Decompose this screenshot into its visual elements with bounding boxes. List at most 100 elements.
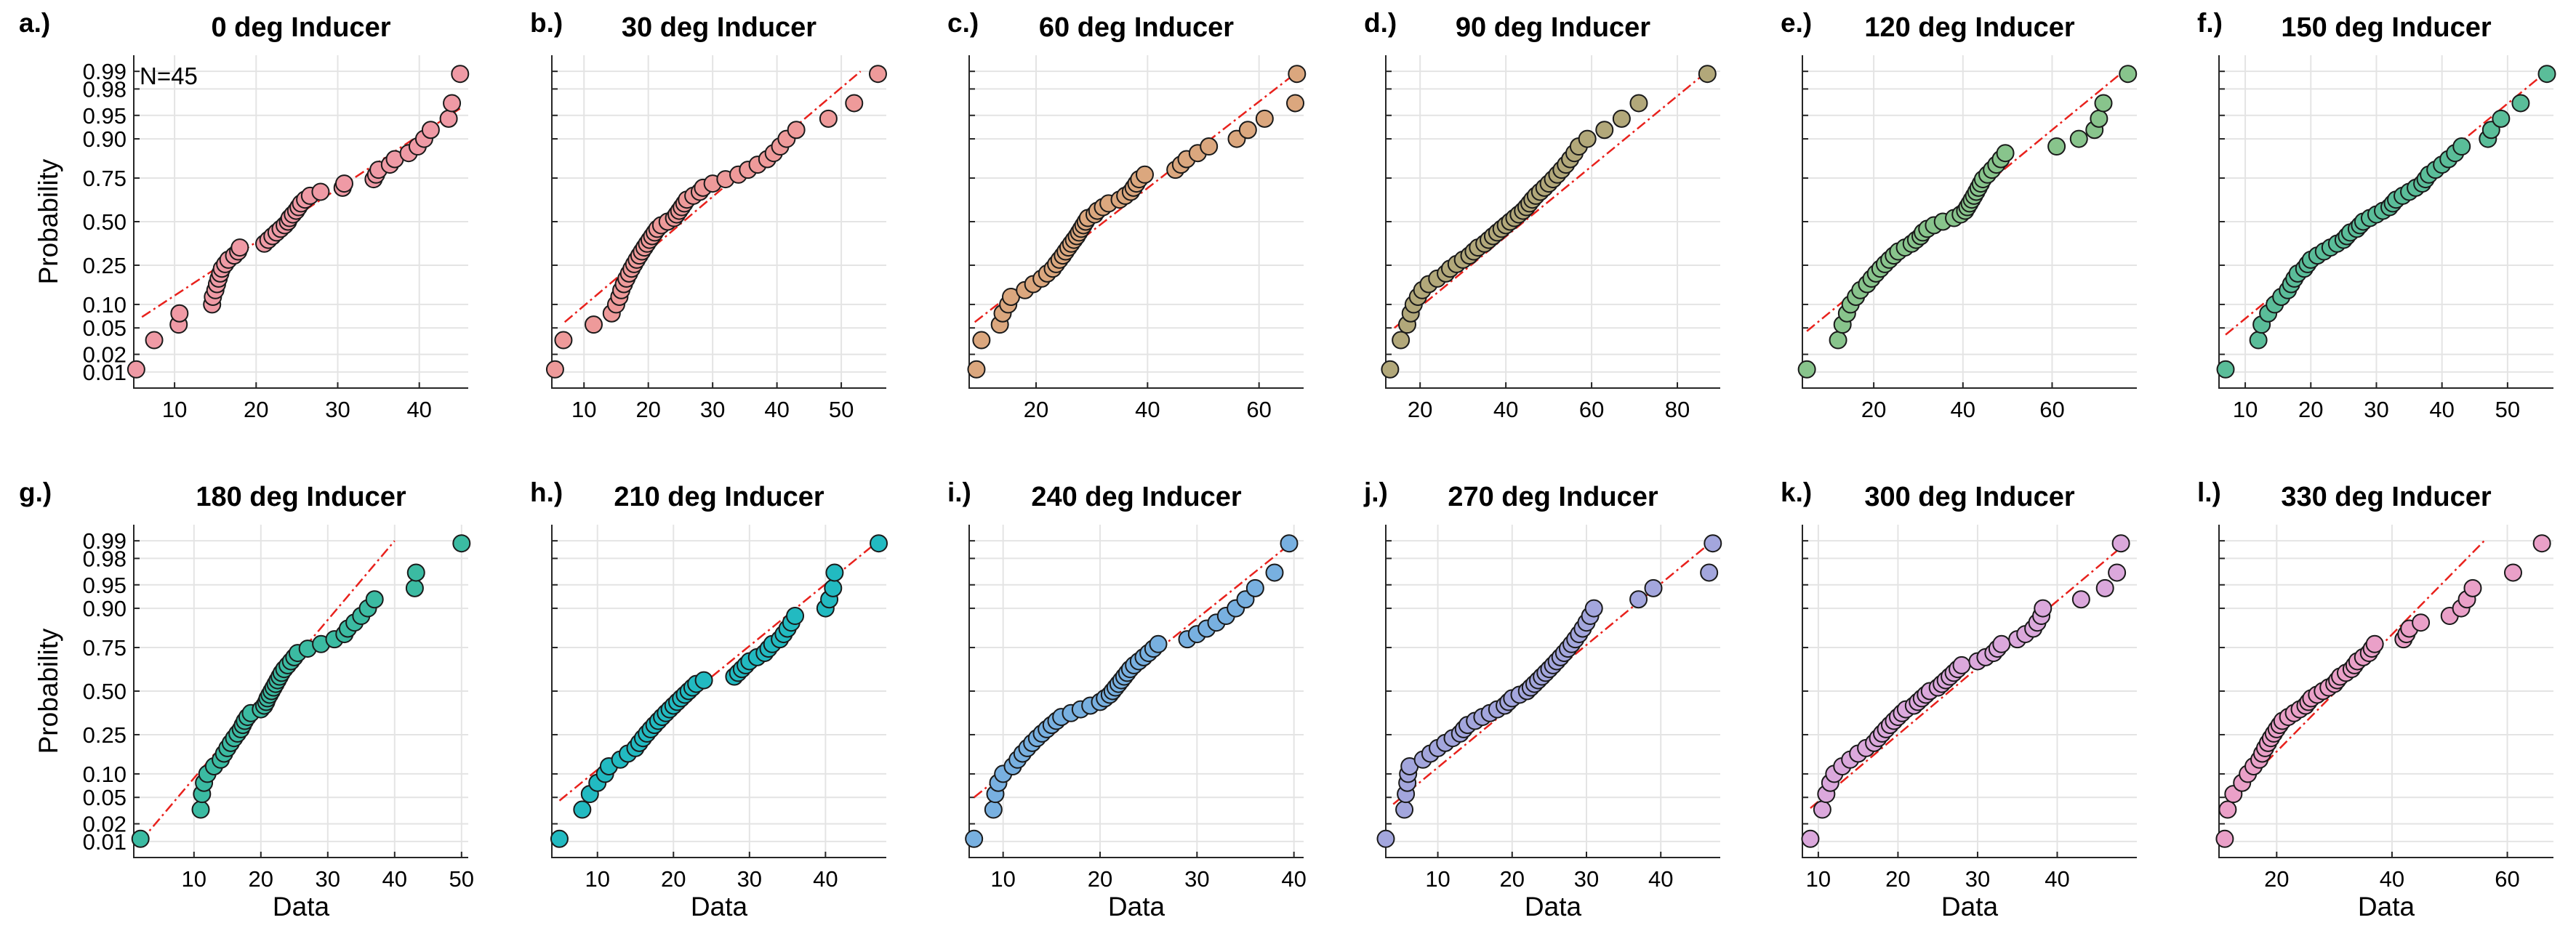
data-point <box>2090 109 2108 128</box>
panel-4: 20 40 60 80 90 deg Inducer d.) <box>1364 8 1720 422</box>
y-tick-label: 0.10 <box>83 292 127 318</box>
data-point <box>1704 534 1722 553</box>
x-tick-label: 30 <box>316 866 340 892</box>
data-point <box>2218 800 2237 819</box>
data-point <box>1700 563 1719 582</box>
y-tick-label: 0.50 <box>83 209 127 235</box>
data-point <box>1813 800 1831 819</box>
data-point <box>1286 94 1304 113</box>
data-point <box>869 65 887 84</box>
x-tick-label: 60 <box>1579 397 1604 422</box>
x-tick-label: 20 <box>1500 866 1525 892</box>
panel-10: 10 20 30 40 270 deg Inducer j.) Data <box>1363 477 1722 921</box>
x-tick-label: 20 <box>661 866 686 892</box>
x-tick-label: 10 <box>585 866 609 892</box>
data-point <box>2503 563 2522 582</box>
data-point <box>1255 109 1274 128</box>
data-point <box>439 109 458 128</box>
x-tick-label: 40 <box>1648 866 1673 892</box>
data-point <box>406 563 425 582</box>
data-point <box>2532 534 2551 553</box>
data-point <box>965 829 984 848</box>
data-point <box>1136 165 1154 184</box>
panel-letter: e.) <box>1781 8 1812 38</box>
x-tick-label: 30 <box>1965 866 1990 892</box>
data-point <box>2249 331 2268 350</box>
data-point <box>405 578 424 597</box>
data-point <box>2492 109 2511 128</box>
sample-size-label: N=45 <box>140 62 198 89</box>
data-point <box>2412 613 2431 632</box>
data-point <box>1280 534 1299 553</box>
x-axis-title: Data <box>273 892 330 921</box>
y-tick-label: 0.05 <box>83 315 127 341</box>
x-tick-label: 40 <box>1951 397 1975 422</box>
panel-letter: k.) <box>1781 477 1812 507</box>
data-point <box>1829 331 1847 350</box>
reference-line <box>1392 540 1714 805</box>
data-point <box>1376 829 1395 848</box>
data-point <box>984 800 1003 819</box>
data-point <box>1952 655 1971 674</box>
data-point <box>1381 360 1400 379</box>
panel-6: 10 20 30 40 50 150 deg Inducer f.) <box>2197 8 2556 422</box>
panel-7: 10 20 30 40 50 0.010.020.050.10 0.25 0.50 0.75 0.… <box>19 477 474 921</box>
data-point <box>1578 129 1597 148</box>
reference-line <box>1810 540 2130 810</box>
y-tick-label: 0.50 <box>83 679 127 704</box>
data-point <box>1265 563 1284 582</box>
data-point <box>1992 634 2011 653</box>
data-point <box>1797 360 1816 379</box>
panel-title: 180 deg Inducer <box>196 482 406 512</box>
y-tick-label: 0.98 <box>83 76 127 102</box>
reference-line <box>563 70 862 323</box>
x-tick-label: 60 <box>2039 397 2064 422</box>
x-tick-label: 40 <box>1135 397 1160 422</box>
data-point <box>554 331 573 350</box>
panel-9: 10 20 30 40 240 deg Inducer i.) Data <box>947 477 1307 921</box>
y-axis-title: Probability <box>33 158 63 284</box>
x-tick-label: 30 <box>325 397 350 422</box>
x-tick-label: 20 <box>249 866 273 892</box>
panel-title: 90 deg Inducer <box>1456 12 1650 43</box>
panel-title: 150 deg Inducer <box>2281 12 2492 43</box>
x-tick-label: 40 <box>2045 866 2069 892</box>
data-point <box>2094 94 2113 113</box>
panel-letter: j.) <box>1363 477 1388 507</box>
data-point <box>1395 800 1414 819</box>
data-point <box>819 109 838 128</box>
x-axis-title: Data <box>1525 892 1582 921</box>
data-point <box>1288 65 1307 84</box>
data-point <box>1644 578 1663 597</box>
x-tick-label: 40 <box>1281 866 1306 892</box>
panel-title: 120 deg Inducer <box>1864 12 2075 43</box>
y-tick-label: 0.95 <box>83 103 127 129</box>
y-tick-label: 0.05 <box>83 785 127 810</box>
data-point <box>443 94 462 113</box>
data-point <box>694 671 713 690</box>
reference-line <box>1394 70 1709 329</box>
data-point <box>127 360 145 379</box>
x-axis-title: Data <box>1941 892 1999 921</box>
data-point <box>870 534 888 553</box>
x-tick-label: 50 <box>449 866 474 892</box>
data-point <box>1238 121 1257 140</box>
y-tick-label: 0.25 <box>83 722 127 748</box>
y-tick-label: 0.02 <box>83 342 127 368</box>
x-tick-label: 10 <box>2233 397 2258 422</box>
data-point <box>2095 578 2114 597</box>
data-point <box>1392 331 1411 350</box>
data-point <box>2119 65 2138 84</box>
panel-title: 60 deg Inducer <box>1039 12 1234 43</box>
data-point <box>787 121 806 140</box>
x-tick-label: 10 <box>182 866 206 892</box>
data-point <box>972 331 991 350</box>
data-point <box>1801 829 1820 848</box>
data-point <box>2047 137 2066 156</box>
x-tick-label: 10 <box>571 397 596 422</box>
x-tick-label: 30 <box>2364 397 2388 422</box>
data-point <box>145 331 164 350</box>
data-point <box>585 315 603 334</box>
panel-title: 330 deg Inducer <box>2281 482 2492 512</box>
x-tick-label: 20 <box>244 397 268 422</box>
